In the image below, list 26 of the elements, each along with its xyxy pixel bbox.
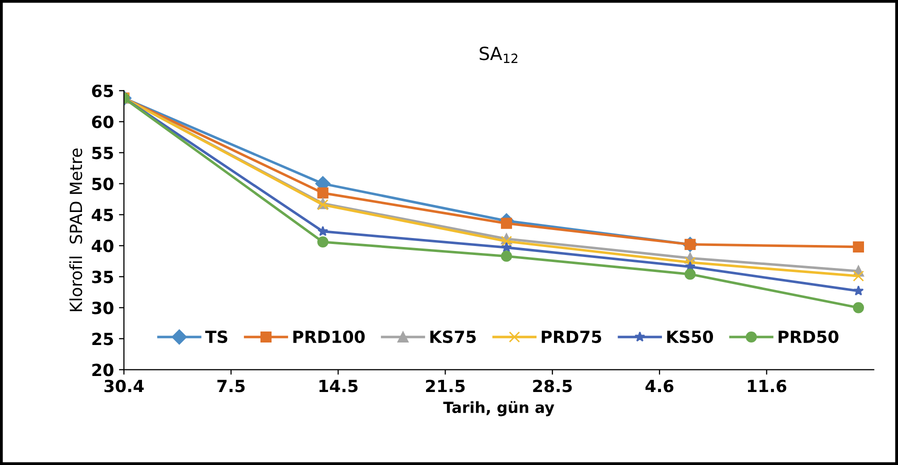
- x-tick-label: 7.5: [217, 380, 245, 392]
- y-tick-label: 55: [92, 146, 114, 160]
- y-tick-label: 45: [92, 208, 114, 222]
- y-tick-label: 40: [92, 240, 114, 252]
- x-axis-title: Tarih, gün ay: [443, 401, 554, 416]
- y-tick-label: 65: [92, 84, 114, 98]
- y-axis-title: Klorofil SPAD Metre: [69, 148, 82, 312]
- x-tick-label: 4.6: [646, 380, 674, 392]
- x-tick-label: 11.6: [748, 380, 786, 392]
- legend-label: KS75: [430, 330, 476, 344]
- y-tick-label: 20: [92, 364, 114, 376]
- x-tick-label: 30.4: [104, 380, 144, 392]
- x-tick-label: 28.5: [533, 380, 572, 392]
- y-tick-label: 25: [92, 332, 114, 346]
- chart-title: SA$_{12}$: [480, 46, 518, 63]
- legend-label: TS: [205, 330, 228, 344]
- legend-label: PRD75: [542, 330, 602, 344]
- x-tick-label: 21.5: [426, 380, 465, 392]
- legend-label: PRD100: [293, 330, 365, 344]
- y-tick-label: 60: [92, 116, 114, 128]
- legend-label: KS50: [667, 330, 714, 344]
- y-tick-label: 30: [92, 302, 114, 314]
- y-tick-label: 35: [92, 270, 114, 284]
- x-tick-label: 14.5: [319, 380, 358, 392]
- y-tick-label: 50: [92, 178, 114, 190]
- legend-label: PRD50: [778, 330, 838, 344]
